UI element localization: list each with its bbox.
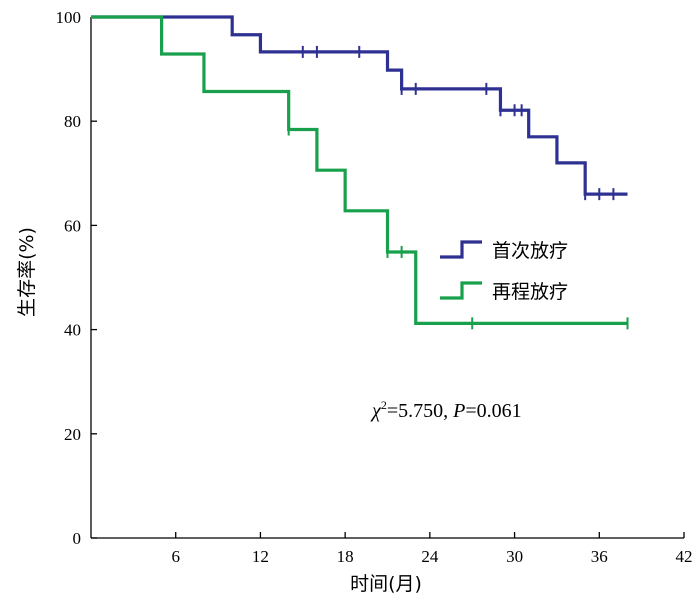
series-line bbox=[91, 15, 628, 325]
y-tick-label: 80 bbox=[64, 112, 81, 131]
legend-item-2: 再程放疗 bbox=[440, 281, 568, 303]
x-tick-label: 18 bbox=[337, 547, 354, 566]
y-tick-label: 40 bbox=[64, 321, 81, 340]
x-tick-label: 24 bbox=[421, 547, 439, 566]
legend-swatch bbox=[440, 281, 482, 300]
x-ticks: 6 12 18 24 30 36 42 bbox=[171, 532, 693, 566]
x-tick-label: 42 bbox=[676, 547, 693, 566]
axes: 6 12 18 24 30 36 42 0 20 40 60 80 100 bbox=[56, 8, 693, 566]
x-tick-label: 30 bbox=[506, 547, 523, 566]
y-tick-label: 20 bbox=[64, 425, 81, 444]
y-axis-title: 生存率(%) bbox=[16, 227, 38, 317]
x-tick-label: 36 bbox=[591, 547, 608, 566]
x-tick-label: 6 bbox=[171, 547, 180, 566]
p-symbol: P bbox=[452, 400, 465, 422]
series-1 bbox=[91, 15, 628, 201]
x-axis-title: 时间(月) bbox=[350, 573, 422, 595]
y-tick-label: 0 bbox=[73, 529, 82, 548]
p-value: =0.061 bbox=[465, 400, 521, 422]
chi-symbol: χ bbox=[370, 400, 382, 422]
y-tick-label: 60 bbox=[64, 216, 81, 235]
legend-item-1: 首次放疗 bbox=[440, 240, 568, 262]
series-line bbox=[91, 15, 628, 196]
legend-swatch bbox=[440, 240, 482, 259]
y-ticks: 0 20 40 60 80 100 bbox=[56, 8, 97, 548]
series-layer bbox=[91, 15, 629, 330]
series-2 bbox=[91, 15, 629, 330]
chi-value: =5.750, bbox=[387, 400, 453, 422]
legend-label: 再程放疗 bbox=[492, 281, 568, 303]
chi-square-annotation: χ2=5.750, P=0.061 bbox=[370, 398, 522, 422]
legend-label: 首次放疗 bbox=[492, 240, 568, 262]
y-tick-label: 100 bbox=[56, 8, 82, 27]
x-tick-label: 12 bbox=[252, 547, 269, 566]
chi-superscript: 2 bbox=[381, 398, 387, 412]
